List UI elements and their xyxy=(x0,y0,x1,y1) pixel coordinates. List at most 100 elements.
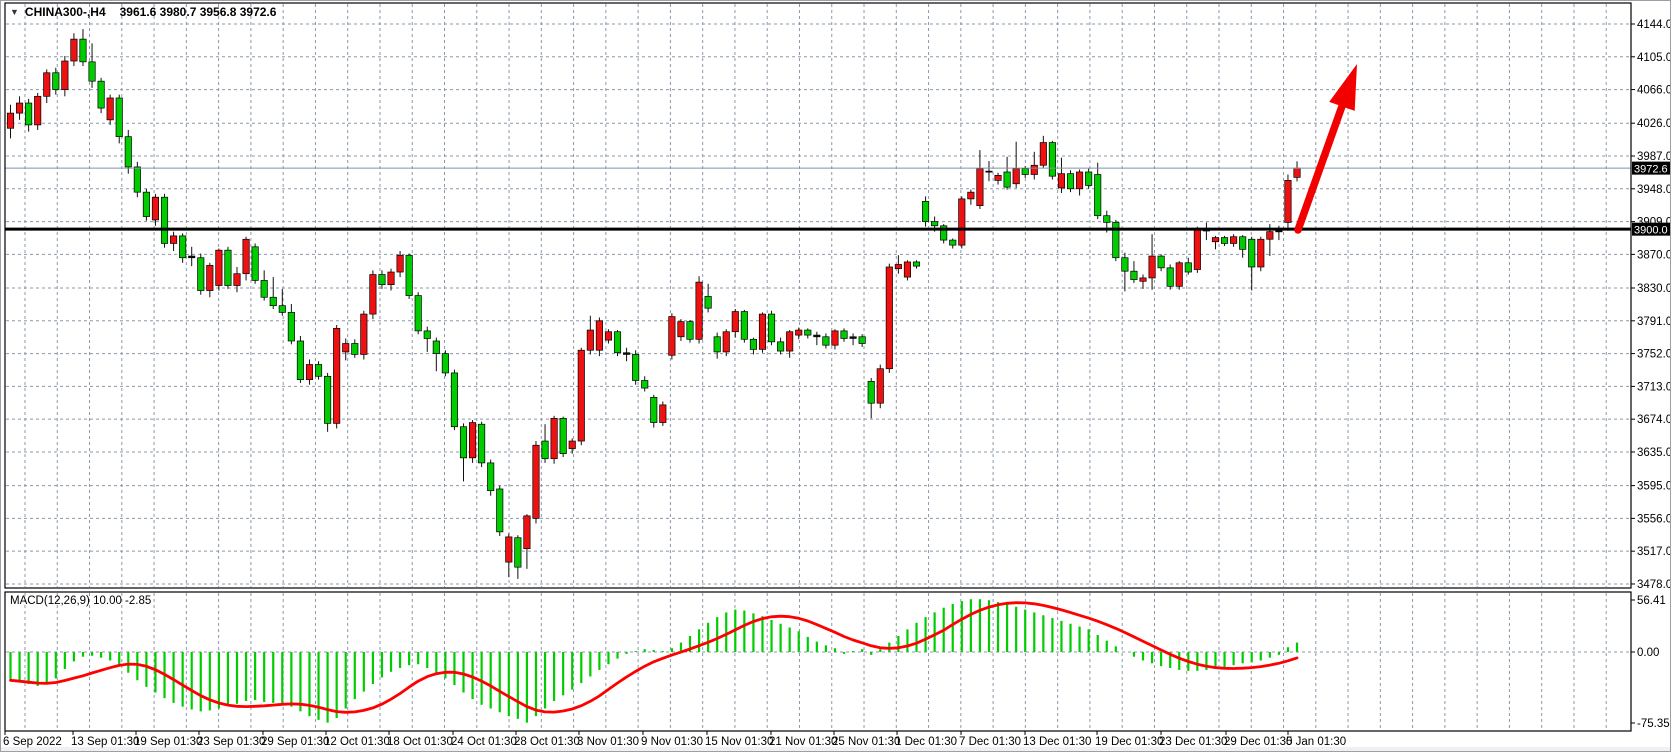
candlestick xyxy=(568,440,576,449)
candlestick xyxy=(496,488,504,533)
price-axis-label[interactable]: 3517.0 xyxy=(1637,546,1671,558)
price-axis-label[interactable]: 3948.0 xyxy=(1637,184,1671,196)
price-badge-label: 3900.0 xyxy=(1634,225,1668,237)
candlestick xyxy=(432,340,440,354)
price-axis-label[interactable]: 3595.0 xyxy=(1637,481,1671,493)
time-axis-label[interactable]: 29 Sep 01:30 xyxy=(261,736,329,748)
candlestick xyxy=(822,336,830,346)
time-axis-label[interactable]: 12 Oct 01:30 xyxy=(324,736,390,748)
time-axis-label[interactable]: 23 Dec 01:30 xyxy=(1159,736,1227,748)
candlestick xyxy=(514,537,522,568)
time-axis-label[interactable]: 25 Nov 01:30 xyxy=(832,736,900,748)
trend-arrow-shaft[interactable] xyxy=(1294,96,1348,234)
time-axis-label[interactable]: 18 Oct 01:30 xyxy=(387,736,453,748)
candlestick xyxy=(1220,237,1229,244)
candlestick xyxy=(604,331,613,341)
candlestick xyxy=(840,330,848,339)
time-axis-label[interactable]: 9 Nov 01:30 xyxy=(641,736,703,748)
price-axis-label[interactable]: 3830.0 xyxy=(1637,283,1671,295)
price-axis-label[interactable]: 3556.0 xyxy=(1637,513,1671,525)
price-axis-label[interactable]: 4066.0 xyxy=(1637,85,1671,97)
candlestick xyxy=(632,354,640,381)
macd-axis-label[interactable]: 56.41 xyxy=(1637,595,1666,607)
candlestick xyxy=(1039,142,1047,166)
candlestick xyxy=(441,353,449,374)
price-axis-label[interactable]: 3870.0 xyxy=(1637,249,1671,261)
candlestick xyxy=(1175,262,1183,287)
candlestick xyxy=(985,170,993,173)
candlestick xyxy=(396,254,404,273)
macd-axis-label[interactable]: 0.00 xyxy=(1637,647,1659,659)
candlestick xyxy=(70,38,78,62)
price-axis-label[interactable]: 4105.0 xyxy=(1637,52,1671,64)
price-axis-label[interactable]: 3674.0 xyxy=(1637,414,1671,426)
candlestick xyxy=(722,331,730,353)
candlestick xyxy=(795,329,803,336)
candlestick xyxy=(595,320,603,351)
candlestick xyxy=(613,331,622,354)
time-axis-label[interactable]: 28 Oct 01:30 xyxy=(514,736,580,748)
candlestick xyxy=(405,254,413,296)
macd-axis-label[interactable]: -75.35 xyxy=(1637,718,1670,730)
candlestick xyxy=(623,352,631,355)
price-axis-label[interactable]: 3987.0 xyxy=(1637,151,1671,163)
candlestick xyxy=(333,328,341,424)
symbol-dropdown-icon[interactable]: ▼ xyxy=(10,6,19,17)
time-axis-label[interactable]: 24 Oct 01:30 xyxy=(451,736,517,748)
price-axis-label[interactable]: 3635.0 xyxy=(1637,447,1671,459)
candlestick xyxy=(1148,255,1156,279)
time-axis-label[interactable]: 13 Sep 01:30 xyxy=(71,736,139,748)
time-axis-label[interactable]: 19 Sep 01:30 xyxy=(134,736,202,748)
price-axis-label[interactable]: 3791.0 xyxy=(1637,316,1671,328)
price-axis-label[interactable]: 3478.0 xyxy=(1637,579,1671,591)
candlestick xyxy=(894,264,902,270)
time-axis-label[interactable]: 3 Nov 01:30 xyxy=(577,736,639,748)
candlestick xyxy=(1266,231,1274,240)
bottom-edge-strip xyxy=(1,747,1670,751)
candlestick xyxy=(641,380,649,389)
time-axis-label[interactable]: 23 Sep 01:30 xyxy=(197,736,265,748)
candlestick xyxy=(188,255,196,259)
candlestick xyxy=(767,313,776,343)
candlestick xyxy=(287,312,295,342)
candlestick xyxy=(260,280,268,298)
candlestick xyxy=(25,102,33,126)
candlestick xyxy=(976,168,984,206)
time-axis-label[interactable]: 5 Jan 01:30 xyxy=(1286,736,1346,748)
candlestick xyxy=(314,364,323,377)
time-axis-label[interactable]: 13 Dec 01:30 xyxy=(1023,736,1091,748)
price-axis-label[interactable]: 4144.0 xyxy=(1637,19,1671,31)
candlestick xyxy=(61,60,69,90)
time-axis-label[interactable]: 29 Dec 01:30 xyxy=(1224,736,1292,748)
candlestick xyxy=(1248,238,1256,268)
candlestick xyxy=(831,330,839,346)
candlestick xyxy=(931,221,939,227)
time-axis-label[interactable]: 7 Dec 01:30 xyxy=(959,736,1021,748)
price-axis-label[interactable]: 3713.0 xyxy=(1637,381,1671,393)
price-axis-label[interactable]: 4026.0 xyxy=(1637,118,1671,130)
macd-signal-line xyxy=(9,601,1299,714)
candlestick xyxy=(903,261,911,278)
candlestick xyxy=(1112,222,1120,259)
candlestick xyxy=(677,321,685,338)
time-axis-label[interactable]: 6 Sep 2022 xyxy=(3,736,62,748)
candlestick xyxy=(133,166,141,193)
candlestick xyxy=(858,336,866,344)
time-axis-label[interactable]: 21 Nov 01:30 xyxy=(769,736,837,748)
candlestick xyxy=(1293,167,1301,178)
candlestick xyxy=(124,136,132,168)
time-axis-label[interactable]: 19 Dec 01:30 xyxy=(1095,736,1163,748)
chart-title: ▼ CHINA300-,H4 3961.6 3980.7 3956.8 3972… xyxy=(10,5,276,19)
time-axis-label[interactable]: 1 Dec 01:30 xyxy=(895,736,957,748)
candlestick xyxy=(786,331,794,352)
time-axis-label[interactable]: 15 Nov 01:30 xyxy=(705,736,773,748)
price-axis-label[interactable]: 3752.0 xyxy=(1637,349,1671,361)
trend-arrow-head[interactable] xyxy=(1329,64,1357,111)
candlestick xyxy=(233,273,241,286)
candlestick xyxy=(142,191,150,217)
candlestick xyxy=(106,97,114,121)
candlestick xyxy=(387,271,395,285)
candlestick xyxy=(151,196,160,221)
candlestick xyxy=(994,174,1002,181)
